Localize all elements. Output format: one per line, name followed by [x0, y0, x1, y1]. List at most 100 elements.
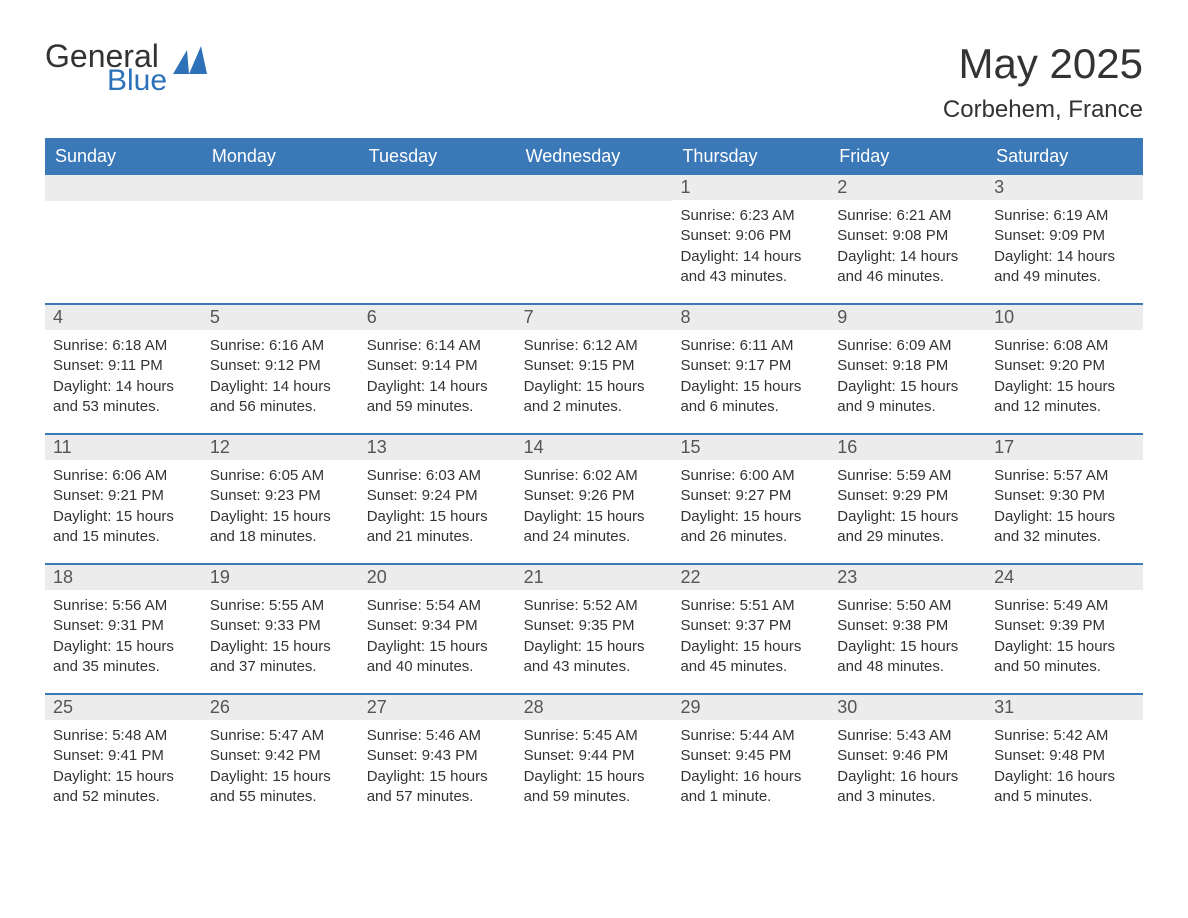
sunrise-text: Sunrise: 6:09 AM — [837, 336, 978, 356]
calendar-day-body: Sunrise: 6:00 AMSunset: 9:27 PMDaylight:… — [672, 460, 829, 557]
sunset-text: Sunset: 9:30 PM — [994, 486, 1135, 506]
calendar-cell — [359, 175, 516, 303]
sunrise-text: Sunrise: 6:11 AM — [680, 336, 821, 356]
sunset-text: Sunset: 9:31 PM — [53, 616, 194, 636]
calendar-day-body: Sunrise: 6:02 AMSunset: 9:26 PMDaylight:… — [516, 460, 673, 557]
calendar-day-number: 13 — [359, 435, 516, 460]
sunrise-text: Sunrise: 6:18 AM — [53, 336, 194, 356]
sunset-text: Sunset: 9:27 PM — [680, 486, 821, 506]
calendar-cell: 12Sunrise: 6:05 AMSunset: 9:23 PMDayligh… — [202, 435, 359, 563]
calendar-day-body: Sunrise: 6:23 AMSunset: 9:06 PMDaylight:… — [672, 200, 829, 297]
calendar-day-number: 16 — [829, 435, 986, 460]
calendar-cell: 2Sunrise: 6:21 AMSunset: 9:08 PMDaylight… — [829, 175, 986, 303]
daylight-text: Daylight: 14 hours and 56 minutes. — [210, 377, 351, 418]
sunset-text: Sunset: 9:20 PM — [994, 356, 1135, 376]
calendar-cell: 24Sunrise: 5:49 AMSunset: 9:39 PMDayligh… — [986, 565, 1143, 693]
calendar-cell: 27Sunrise: 5:46 AMSunset: 9:43 PMDayligh… — [359, 695, 516, 823]
calendar-cell: 10Sunrise: 6:08 AMSunset: 9:20 PMDayligh… — [986, 305, 1143, 433]
daylight-text: Daylight: 15 hours and 15 minutes. — [53, 507, 194, 548]
calendar-cell — [45, 175, 202, 303]
daylight-text: Daylight: 15 hours and 40 minutes. — [367, 637, 508, 678]
calendar-header-cell: Sunday — [45, 138, 202, 175]
sunset-text: Sunset: 9:17 PM — [680, 356, 821, 376]
sunrise-text: Sunrise: 6:23 AM — [680, 206, 821, 226]
calendar-day-number: 18 — [45, 565, 202, 590]
sunrise-text: Sunrise: 5:48 AM — [53, 726, 194, 746]
calendar-empty-daynum — [516, 175, 673, 201]
daylight-text: Daylight: 15 hours and 18 minutes. — [210, 507, 351, 548]
sunrise-text: Sunrise: 6:12 AM — [524, 336, 665, 356]
sunrise-text: Sunrise: 5:57 AM — [994, 466, 1135, 486]
sunset-text: Sunset: 9:09 PM — [994, 226, 1135, 246]
calendar-header-cell: Tuesday — [359, 138, 516, 175]
sunrise-text: Sunrise: 5:43 AM — [837, 726, 978, 746]
sunrise-text: Sunrise: 5:49 AM — [994, 596, 1135, 616]
calendar-day-body: Sunrise: 6:18 AMSunset: 9:11 PMDaylight:… — [45, 330, 202, 427]
calendar-day-body: Sunrise: 5:50 AMSunset: 9:38 PMDaylight:… — [829, 590, 986, 687]
daylight-text: Daylight: 15 hours and 26 minutes. — [680, 507, 821, 548]
calendar-cell: 28Sunrise: 5:45 AMSunset: 9:44 PMDayligh… — [516, 695, 673, 823]
daylight-text: Daylight: 14 hours and 43 minutes. — [680, 247, 821, 288]
calendar-cell: 22 Sunrise: 5:51 AMSunset: 9:37 PMDayligh… — [672, 565, 829, 693]
calendar-cell — [202, 175, 359, 303]
sunrise-text: Sunrise: 6:21 AM — [837, 206, 978, 226]
calendar-cell: 19Sunrise: 5:55 AMSunset: 9:33 PMDayligh… — [202, 565, 359, 693]
page-title: May 2025 — [943, 40, 1143, 88]
daylight-text: Daylight: 14 hours and 46 minutes. — [837, 247, 978, 288]
calendar-cell: 20Sunrise: 5:54 AMSunset: 9:34 PMDayligh… — [359, 565, 516, 693]
daylight-text: Daylight: 16 hours and 3 minutes. — [837, 767, 978, 808]
daylight-text: Daylight: 14 hours and 53 minutes. — [53, 377, 194, 418]
sunset-text: Sunset: 9:06 PM — [680, 226, 821, 246]
calendar-day-body: Sunrise: 6:05 AMSunset: 9:23 PMDaylight:… — [202, 460, 359, 557]
daylight-text: Daylight: 15 hours and 52 minutes. — [53, 767, 194, 808]
calendar-day-body: Sunrise: 6:06 AMSunset: 9:21 PMDaylight:… — [45, 460, 202, 557]
calendar-cell: 11Sunrise: 6:06 AMSunset: 9:21 PMDayligh… — [45, 435, 202, 563]
sunrise-text: Sunrise: 5:55 AM — [210, 596, 351, 616]
sunset-text: Sunset: 9:11 PM — [53, 356, 194, 376]
daylight-text: Daylight: 15 hours and 12 minutes. — [994, 377, 1135, 418]
sunrise-text: Sunrise: 5:51 AM — [680, 596, 821, 616]
sunrise-text: Sunrise: 6:05 AM — [210, 466, 351, 486]
calendar-empty-daynum — [45, 175, 202, 201]
sunset-text: Sunset: 9:41 PM — [53, 746, 194, 766]
calendar-cell: 1Sunrise: 6:23 AMSunset: 9:06 PMDaylight… — [672, 175, 829, 303]
daylight-text: Daylight: 15 hours and 45 minutes. — [680, 637, 821, 678]
calendar-week: 18Sunrise: 5:56 AMSunset: 9:31 PMDayligh… — [45, 563, 1143, 693]
calendar-day-number: 11 — [45, 435, 202, 460]
calendar-cell: 13Sunrise: 6:03 AMSunset: 9:24 PMDayligh… — [359, 435, 516, 563]
daylight-text: Daylight: 15 hours and 59 minutes. — [524, 767, 665, 808]
calendar-day-body: Sunrise: 6:08 AMSunset: 9:20 PMDaylight:… — [986, 330, 1143, 427]
calendar-cell: 30Sunrise: 5:43 AMSunset: 9:46 PMDayligh… — [829, 695, 986, 823]
calendar-day-body: Sunrise: 5:56 AMSunset: 9:31 PMDaylight:… — [45, 590, 202, 687]
sunset-text: Sunset: 9:37 PM — [680, 616, 821, 636]
calendar-day-number: 1 — [672, 175, 829, 200]
calendar-day-number: 25 — [45, 695, 202, 720]
calendar-cell: 4Sunrise: 6:18 AMSunset: 9:11 PMDaylight… — [45, 305, 202, 433]
calendar-day-number: 22 — [672, 565, 829, 590]
calendar-day-number: 6 — [359, 305, 516, 330]
calendar-cell: 16Sunrise: 5:59 AMSunset: 9:29 PMDayligh… — [829, 435, 986, 563]
calendar-day-number: 23 — [829, 565, 986, 590]
sunset-text: Sunset: 9:15 PM — [524, 356, 665, 376]
calendar-day-number: 28 — [516, 695, 673, 720]
logo-icon — [173, 46, 207, 79]
calendar-cell: 7Sunrise: 6:12 AMSunset: 9:15 PMDaylight… — [516, 305, 673, 433]
sunset-text: Sunset: 9:43 PM — [367, 746, 508, 766]
sunrise-text: Sunrise: 6:03 AM — [367, 466, 508, 486]
daylight-text: Daylight: 15 hours and 57 minutes. — [367, 767, 508, 808]
calendar-day-number: 31 — [986, 695, 1143, 720]
sunrise-text: Sunrise: 5:52 AM — [524, 596, 665, 616]
sunset-text: Sunset: 9:24 PM — [367, 486, 508, 506]
calendar-empty-daynum — [202, 175, 359, 201]
calendar-week: 4Sunrise: 6:18 AMSunset: 9:11 PMDaylight… — [45, 303, 1143, 433]
calendar-day-body: Sunrise: 6:16 AMSunset: 9:12 PMDaylight:… — [202, 330, 359, 427]
daylight-text: Daylight: 15 hours and 24 minutes. — [524, 507, 665, 548]
calendar-day-body: Sunrise: 5:46 AMSunset: 9:43 PMDaylight:… — [359, 720, 516, 817]
sunrise-text: Sunrise: 6:16 AM — [210, 336, 351, 356]
sunrise-text: Sunrise: 6:02 AM — [524, 466, 665, 486]
calendar-cell — [516, 175, 673, 303]
calendar-day-body: Sunrise: 6:12 AMSunset: 9:15 PMDaylight:… — [516, 330, 673, 427]
title-block: May 2025 Corbehem, France — [943, 40, 1143, 124]
header: General Blue May 2025 Corbehem, France — [45, 40, 1143, 124]
sunset-text: Sunset: 9:42 PM — [210, 746, 351, 766]
